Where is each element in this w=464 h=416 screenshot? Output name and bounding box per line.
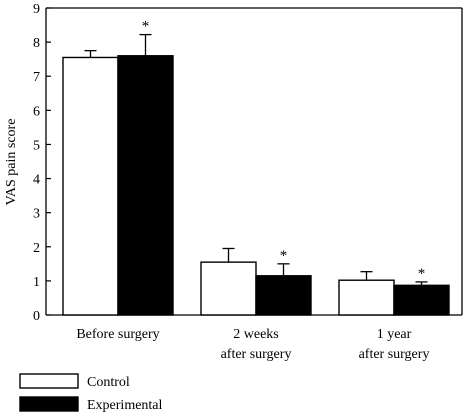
bar-control (62, 56, 119, 316)
x-category-label: 1 year (377, 327, 412, 342)
bar-experimental (117, 55, 174, 316)
bar-experimental (393, 284, 450, 316)
y-tick-label: 7 (33, 70, 40, 85)
legend-swatch-experimental (19, 396, 79, 412)
bar-control (200, 261, 257, 316)
y-tick-label: 0 (33, 309, 40, 324)
y-tick-label: 4 (33, 173, 40, 188)
y-tick-label: 8 (33, 36, 40, 51)
y-tick-label: 5 (33, 138, 40, 153)
legend-label-experimental: Experimental (87, 398, 163, 413)
legend: Control Experimental (19, 373, 163, 413)
y-axis-label: VAS pain score (4, 119, 19, 206)
y-tick-label: 6 (33, 104, 40, 119)
y-tick-label: 9 (33, 2, 40, 17)
x-category-label: after surgery (221, 347, 292, 362)
legend-label-control: Control (87, 375, 130, 390)
labels: 0 1 2 3 4 5 6 7 8 9 * * * Before surgery 2 weeks after … (33, 2, 429, 362)
significance-star: * (418, 266, 426, 282)
significance-star: * (142, 19, 150, 35)
y-tick-label: 3 (33, 207, 40, 222)
x-category-label: 2 weeks (233, 327, 279, 342)
significance-star: * (280, 248, 288, 264)
bar-experimental (255, 275, 312, 316)
x-category-label: after surgery (359, 347, 430, 362)
x-category-label: Before surgery (76, 327, 159, 342)
legend-swatch-control (19, 373, 79, 389)
bars (62, 33, 450, 316)
y-tick-label: 2 (33, 241, 40, 256)
y-tick-label: 1 (33, 275, 40, 290)
bar-control (338, 279, 395, 316)
